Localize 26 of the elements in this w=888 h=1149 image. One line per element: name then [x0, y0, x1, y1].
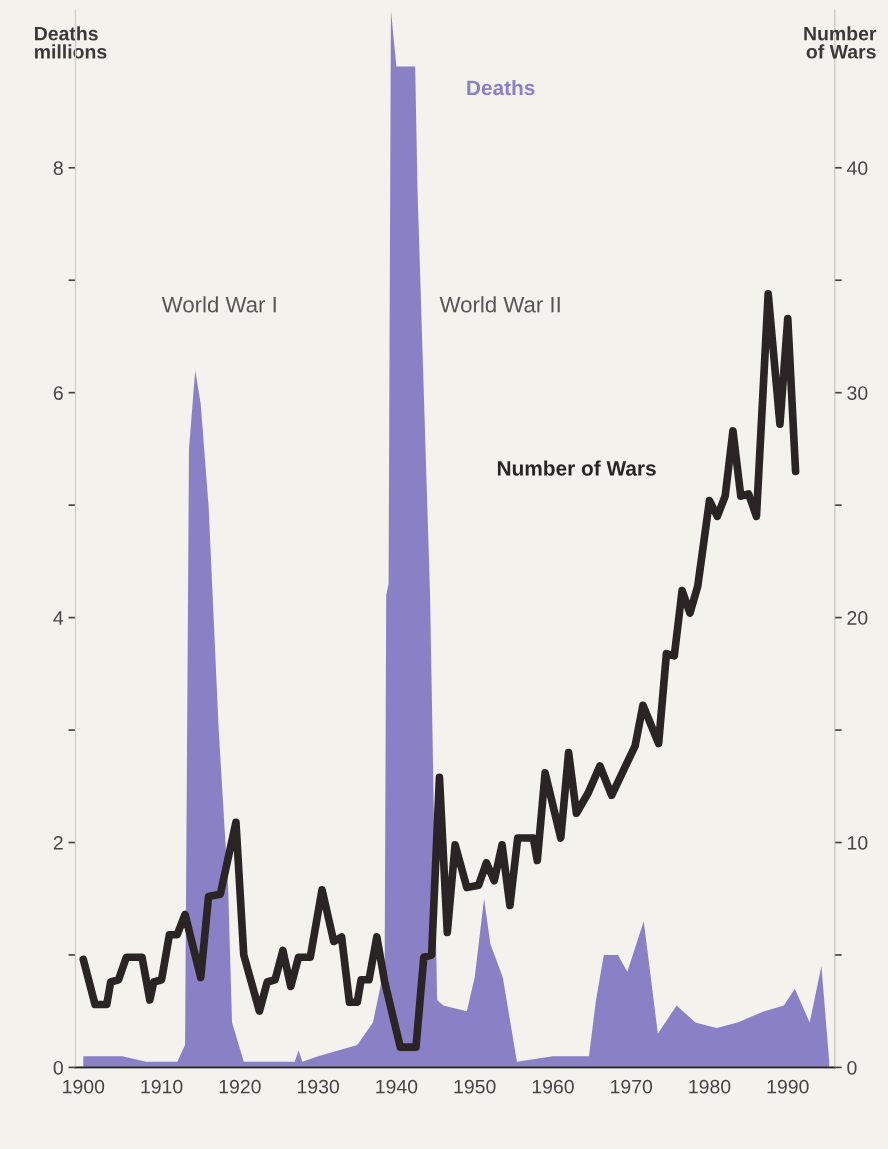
y-tick-label: 0 [53, 1060, 63, 1075]
x-tick-label: 1960 [532, 1079, 574, 1094]
annotation: World War II [439, 296, 560, 313]
y-axis-title: Deaths millions [35, 26, 107, 59]
y-tick-label: 4 [53, 611, 64, 625]
x-tick-label: 1980 [689, 1079, 731, 1094]
x-tick-label: 1900 [63, 1079, 105, 1094]
x-tick-label: 1920 [219, 1079, 261, 1094]
text: Number of Wars [497, 460, 656, 476]
text: Deaths [467, 79, 535, 96]
y-tick-label: 6 [53, 386, 63, 400]
x-tick-label: 1910 [141, 1079, 183, 1094]
y2-tick-label: 30 [847, 386, 868, 400]
x-tick-label: 1950 [454, 1079, 496, 1094]
y2-tick-label: 10 [848, 835, 868, 850]
y2-tick-label: 20 [847, 611, 868, 625]
x-tick-label: 1940 [376, 1079, 418, 1094]
y2-tick-label: 0 [847, 1060, 857, 1075]
x-tick-label: 1930 [297, 1079, 339, 1094]
y2-tick-label: 40 [846, 161, 868, 176]
y-tick-label: 8 [53, 161, 63, 176]
x-tick-label: 1990 [767, 1079, 809, 1094]
y-tick-label: 2 [53, 835, 63, 850]
x-tick-label: 1970 [611, 1079, 653, 1094]
y2-axis-title: Number of Wars [804, 26, 877, 59]
annotation: World War I [161, 296, 276, 313]
